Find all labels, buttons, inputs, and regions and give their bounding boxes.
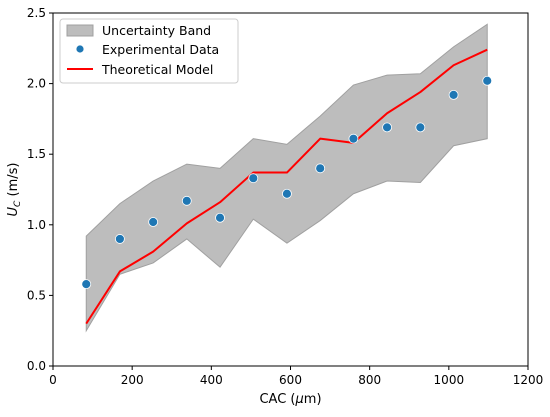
experimental-data-point — [248, 173, 259, 184]
experimental-data-point — [415, 122, 426, 133]
experimental-data-point — [315, 163, 326, 174]
legend-point-swatch — [75, 44, 85, 54]
y-tick-label: 0.5 — [27, 288, 46, 302]
experimental-data-point — [115, 234, 125, 244]
x-tick-label: 0 — [49, 373, 57, 387]
legend-band-swatch — [66, 24, 94, 37]
experimental-data-point — [382, 122, 392, 133]
x-axis-ticks: 0 200 400 600 800 1000 1200 — [49, 366, 543, 387]
y-tick-label: 2.5 — [27, 6, 46, 20]
experimental-data-point — [282, 188, 292, 199]
experimental-data-point — [482, 75, 493, 86]
legend-box — [59, 18, 239, 84]
experimental-data-point — [448, 90, 459, 100]
y-axis-label: UC (m/s) — [6, 163, 23, 217]
legend-label-line: Theoretical Model — [101, 62, 213, 77]
x-tick-label: 600 — [279, 373, 302, 387]
y-tick-label: 2.0 — [27, 77, 46, 91]
uncertainty-band-layer — [85, 23, 488, 333]
x-tick-label: 800 — [358, 373, 381, 387]
experimental-data-point — [181, 195, 192, 206]
x-tick-label: 400 — [200, 373, 223, 387]
experimental-data-layer — [81, 75, 493, 290]
legend: Uncertainty Band Experimental Data Theoret… — [59, 18, 239, 84]
x-axis-label: CAC (μm) — [259, 392, 321, 407]
experimental-data-point — [81, 279, 92, 290]
x-tick-label: 200 — [121, 373, 144, 387]
y-tick-label: 1.5 — [27, 147, 46, 161]
x-tick-label: 1200 — [513, 373, 544, 387]
experimental-data-point — [148, 217, 159, 227]
y-tick-label: 0.0 — [27, 359, 46, 373]
x-tick-label: 1000 — [434, 373, 465, 387]
legend-label-band: Uncertainty Band — [102, 23, 211, 38]
y-axis-ticks: 0.0 0.5 1.0 1.5 2.0 2.5 — [27, 6, 53, 373]
theoretical-model-line — [85, 48, 488, 325]
theoretical-model-layer — [85, 48, 488, 325]
legend-label-points: Experimental Data — [102, 42, 219, 57]
uncertainty-band — [85, 23, 488, 333]
experimental-data-point — [348, 133, 359, 144]
experimental-data-point — [215, 212, 225, 223]
y-tick-label: 1.0 — [27, 218, 46, 232]
